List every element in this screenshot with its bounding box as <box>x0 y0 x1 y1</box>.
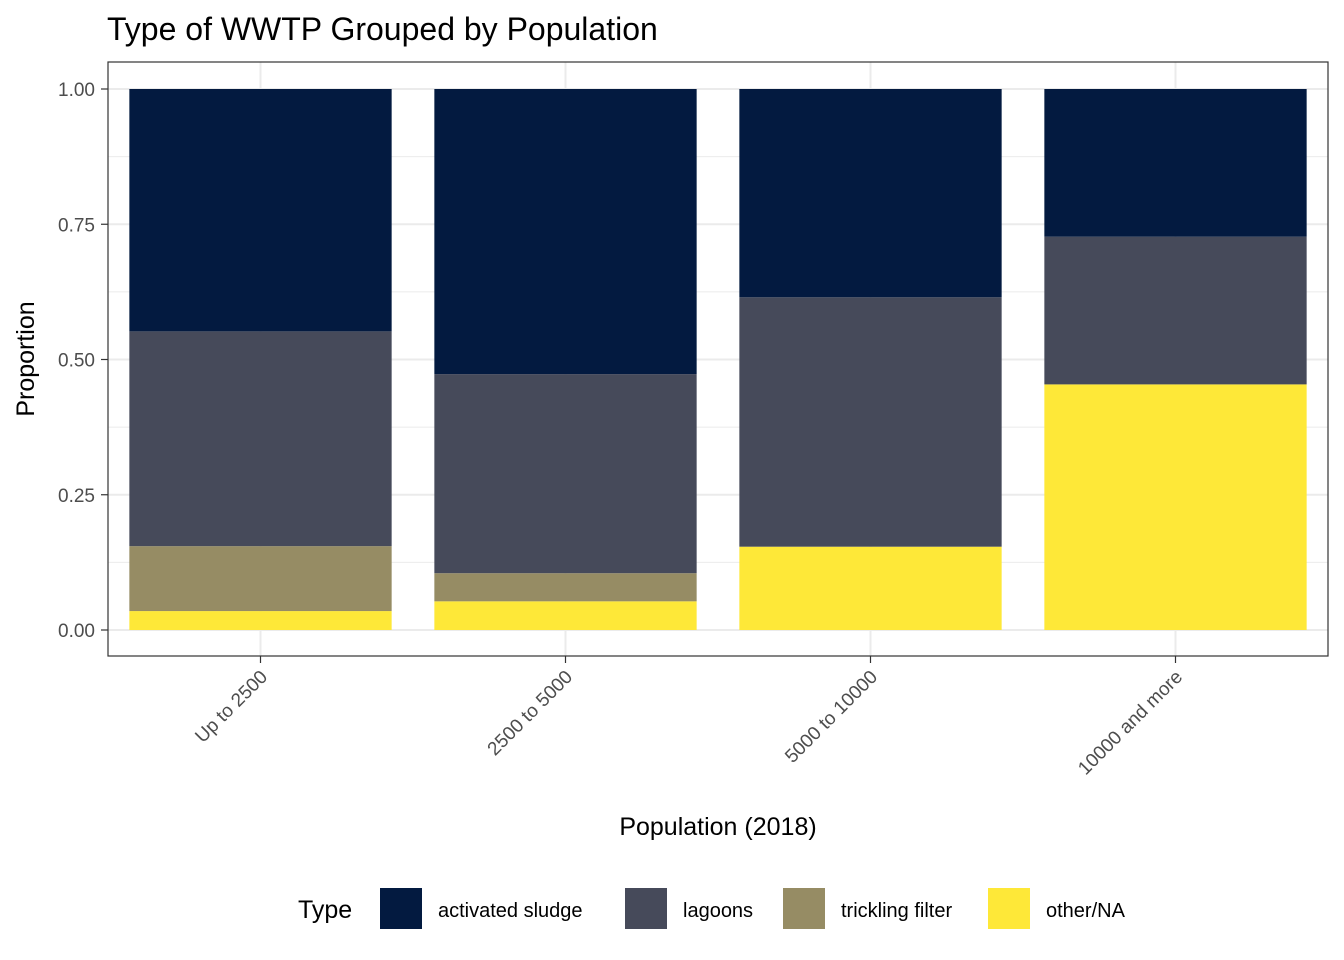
bar-segment-other-na-3 <box>739 546 1002 630</box>
x-tick-label: 5000 to 10000 <box>781 667 882 768</box>
bar-segment-other-na-1 <box>129 611 392 630</box>
legend: Type activated sludge lagoons trickling fi… <box>298 888 1126 929</box>
bar-segment-lagoons-4 <box>1044 236 1307 385</box>
bar-segment-trickling-filter-1 <box>129 546 392 612</box>
legend-label: lagoons <box>683 900 753 922</box>
bars <box>129 89 1307 630</box>
legend-title: Type <box>298 896 352 924</box>
y-tick-label: 1.00 <box>58 80 95 101</box>
y-tick-label: 0.25 <box>58 486 95 507</box>
y-axis-title: Proportion <box>12 301 40 416</box>
bar-segment-activated-sludge-3 <box>739 89 1002 298</box>
legend-key-trickling-filter <box>783 888 825 929</box>
bar-segment-activated-sludge-4 <box>1044 89 1307 237</box>
legend-key-lagoons <box>625 888 667 929</box>
legend-key-activated-sludge <box>380 888 422 929</box>
bar-segment-other-na-4 <box>1044 384 1307 630</box>
bar-segment-lagoons-3 <box>739 297 1002 547</box>
y-tick-label: 0.75 <box>58 215 95 236</box>
legend-key-other-na <box>988 888 1030 929</box>
chart-title: Type of WWTP Grouped by Population <box>107 11 658 47</box>
y-tick-label: 0.00 <box>58 621 95 642</box>
bar-segment-other-na-2 <box>434 601 697 630</box>
legend-label: trickling filter <box>841 900 952 922</box>
bar-segment-trickling-filter-2 <box>434 573 697 602</box>
bar-segment-activated-sludge-2 <box>434 89 697 375</box>
bar-segment-lagoons-2 <box>434 374 697 574</box>
x-tick-label: 10000 and more <box>1074 667 1187 780</box>
x-tick-label: Up to 2500 <box>191 667 272 748</box>
y-tick-label: 0.50 <box>58 351 95 372</box>
x-tick-label: 2500 to 5000 <box>484 667 577 760</box>
legend-label: other/NA <box>1046 900 1126 922</box>
x-axis-title: Population (2018) <box>619 813 816 841</box>
bar-segment-lagoons-1 <box>129 331 392 547</box>
legend-label: activated sludge <box>438 900 583 922</box>
bar-segment-activated-sludge-1 <box>129 89 392 332</box>
